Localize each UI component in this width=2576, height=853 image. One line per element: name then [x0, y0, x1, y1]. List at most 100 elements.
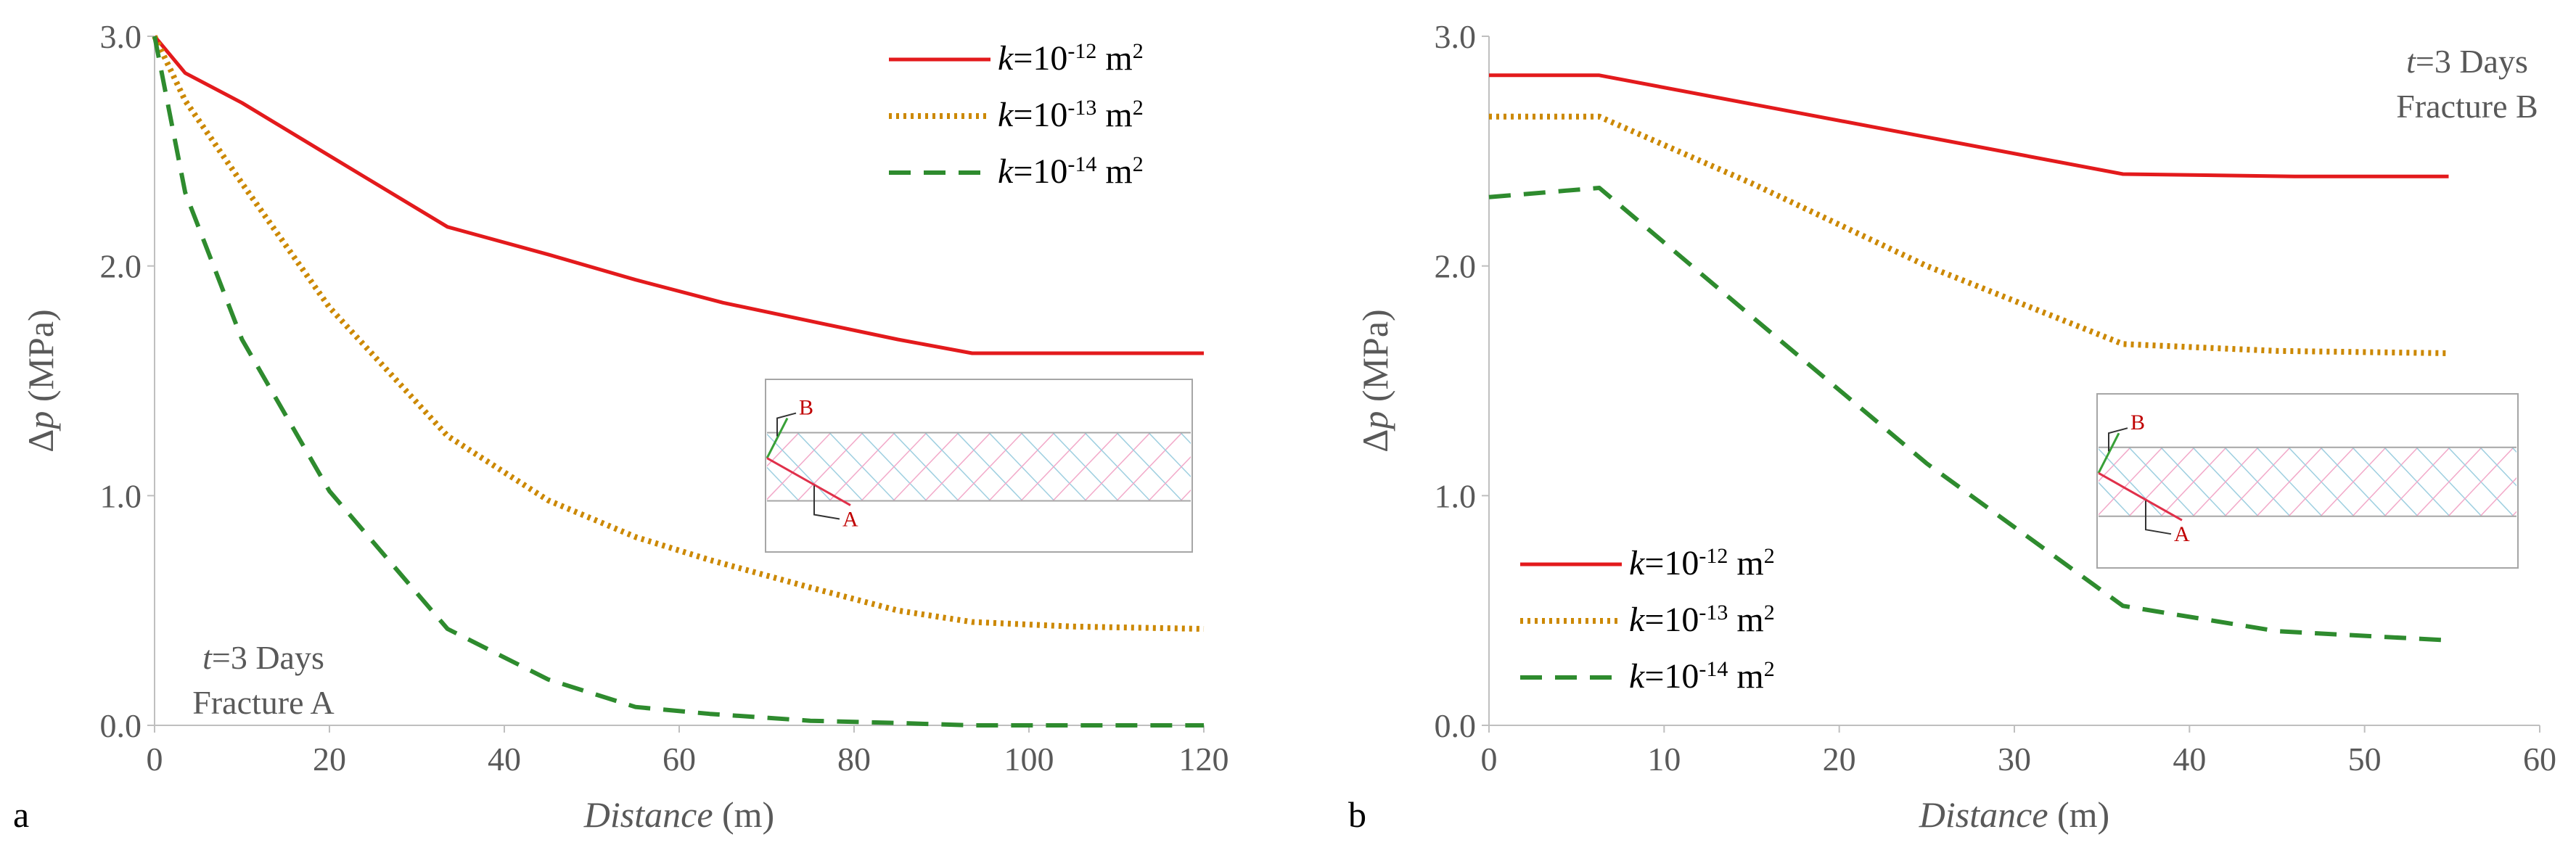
hatch-line [382, 433, 448, 501]
annotation-rest: =3 Days [2416, 43, 2528, 80]
hatch-line [255, 433, 320, 501]
hatch-line [1723, 433, 1789, 501]
hatch-line [606, 433, 671, 501]
hatch-line [255, 433, 320, 501]
y-axis-title-delta: Δ [1355, 429, 1395, 453]
hatch-line [1682, 448, 1747, 516]
label-part: 2 [1764, 601, 1775, 625]
y-tick-label: 0.0 [1435, 707, 1477, 744]
x-tick-label: 40 [488, 741, 521, 778]
annotation-rest: =3 Days [212, 639, 324, 676]
chart-panel-b: 0.0 1.0 2.0 3.0 0 10 20 30 40 50 60 Distance (m) Δp … [1348, 18, 2576, 835]
label-part: k [1629, 657, 1646, 696]
hatch-line [574, 433, 639, 501]
hatch-line [2099, 447, 2163, 516]
x-tick-label: 50 [2348, 741, 2382, 778]
hatch-line [1915, 433, 1980, 501]
x-tick-label: 120 [1179, 741, 1229, 778]
y-axis-title-unit: (MPa) [1355, 309, 1395, 411]
hatch-line [767, 466, 800, 501]
inset-hatch [255, 432, 2076, 501]
y-tick-label: 3.0 [100, 18, 142, 55]
hatch-line [861, 432, 927, 501]
hatch-line [670, 433, 735, 501]
hatch-line [1500, 433, 1565, 501]
hatch-line [767, 432, 800, 467]
hatch-line [1755, 433, 1821, 501]
hatch-line [1490, 448, 1556, 516]
fracture-a-line [2098, 471, 2183, 522]
hatch-line [287, 433, 352, 501]
hatch-line [2256, 447, 2323, 516]
hatch-line [638, 433, 703, 501]
panel-letter: b [1348, 794, 1366, 835]
hatch-line [1522, 448, 1588, 516]
x-tick-label: 20 [313, 741, 346, 778]
hatch-line [510, 433, 575, 501]
leader-a [2145, 500, 2172, 535]
hatch-line [1819, 433, 1884, 501]
hatch-line [350, 433, 416, 501]
hatch-line [2544, 448, 2576, 516]
hatch-line [1500, 433, 1565, 501]
y-axis-title-delta: Δ [20, 429, 61, 453]
hatch-line [1787, 433, 1853, 501]
hatch-line [1746, 448, 1811, 516]
hatch-line [797, 432, 864, 501]
hatch-line [767, 500, 768, 501]
hatch-line [1084, 432, 1151, 501]
hatch-line [542, 433, 607, 501]
hatch-line [1874, 448, 1939, 516]
y-axis-title-var: p [20, 411, 61, 432]
legend-label-3: k=10-14 m2 [998, 152, 1144, 191]
hatch-line [1851, 433, 1916, 501]
inset-label-b: B [799, 396, 813, 420]
hatch-line [1660, 433, 1725, 501]
label-part: k [998, 96, 1014, 134]
legend-label-1: k=10-12 m2 [998, 39, 1144, 78]
hatch-line [2511, 511, 2516, 516]
y-axis-title-unit: (MPa) [20, 309, 61, 411]
hatch-line [1947, 433, 2012, 501]
x-tick-label: 60 [2523, 741, 2556, 778]
annotation-line-2: Fracture B [2396, 88, 2538, 125]
label-part: =10 [1644, 657, 1699, 696]
hatch-line [2001, 448, 2067, 516]
hatch-line [1522, 448, 1588, 516]
hatch-line [414, 433, 480, 501]
label-part: 2 [1764, 657, 1775, 681]
hatch-line [1969, 448, 2035, 516]
hatch-line [1532, 433, 1597, 501]
hatch-line [1244, 433, 1310, 501]
hatch-line [2011, 433, 2076, 501]
hatch-line [1937, 448, 2003, 516]
hatch-line [1906, 448, 1971, 516]
hatch-line [1915, 433, 1980, 501]
hatch-line [924, 432, 991, 501]
annotation-line-1: t=3 Days [2406, 43, 2528, 80]
hatch-line [1213, 433, 1278, 501]
hatch-line [574, 433, 639, 501]
hatch-line [1628, 433, 1693, 501]
hatch-line [2160, 447, 2227, 516]
hatch-line [2479, 477, 2516, 516]
hatch-line [1586, 448, 1652, 516]
hatch-line [1819, 433, 1884, 501]
annotation-line-1: t=3 Days [202, 639, 324, 676]
x-axis-title-unit: (m) [2048, 794, 2110, 835]
hatch-line [1213, 433, 1278, 501]
hatch-line [670, 433, 735, 501]
hatch-line [2099, 447, 2131, 482]
leader-b [776, 412, 797, 437]
hatch-line [638, 433, 703, 501]
hatch-line [1554, 448, 1620, 516]
y-tick-label: 1.0 [100, 477, 142, 514]
hatch-line [2033, 448, 2099, 516]
x-tick-label: 30 [1998, 741, 2031, 778]
series-line-2 [1489, 113, 2449, 356]
hatch-line [1564, 433, 1629, 501]
x-tick-label: 0 [147, 741, 163, 778]
fracture-b-line [766, 417, 789, 459]
hatch-line [1490, 448, 1556, 516]
hatch-line [956, 432, 1023, 501]
